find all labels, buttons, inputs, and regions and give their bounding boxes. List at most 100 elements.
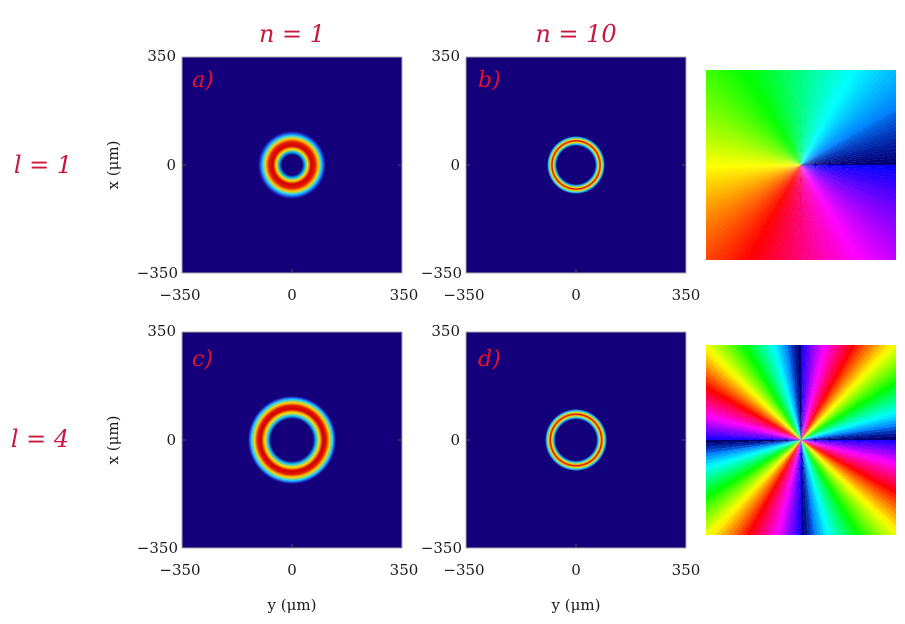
phase-wedge <box>784 440 801 535</box>
phase-wedge <box>801 345 866 440</box>
panel-c-ring <box>248 396 336 484</box>
phase-wedge <box>706 141 801 165</box>
phase-wedge <box>706 134 801 165</box>
tick-c-x-min: −350 <box>159 561 200 579</box>
panel-d-letter: d) <box>478 347 501 372</box>
phase-wedge <box>801 165 896 230</box>
phase-wedge <box>706 151 801 165</box>
phase-wedge <box>801 70 852 165</box>
phase-wedge <box>750 165 801 260</box>
phase-wedge <box>801 345 840 440</box>
phase-wedge <box>715 440 801 535</box>
phase-wedge <box>791 165 801 260</box>
tick-c-y-mid: 0 <box>166 431 176 449</box>
phase-wedge <box>801 345 811 440</box>
phase-wedge <box>801 70 822 165</box>
phase-wedge <box>706 118 801 165</box>
row-header-l1: l = 1 <box>14 151 72 179</box>
phase-wedge <box>801 70 887 165</box>
phase-wedge <box>758 440 801 535</box>
phase-wedge <box>706 433 801 440</box>
phase-wedge <box>801 164 896 169</box>
column-header-n1: n = 1 <box>259 20 325 48</box>
phase-wedge <box>801 165 896 251</box>
phase-wedge <box>731 440 801 535</box>
phase-wedge <box>706 436 801 441</box>
tick-a-y-min: −350 <box>137 264 178 282</box>
phase-wedge <box>801 440 896 464</box>
phase-wedge <box>801 440 896 495</box>
phase-wedge <box>801 165 896 257</box>
phase-map-l1 <box>706 70 896 260</box>
phase-wedge <box>706 105 801 165</box>
tick-b-y-mid: 0 <box>450 156 460 174</box>
phase-wedge <box>706 354 801 440</box>
phase-wedge <box>715 165 801 260</box>
phase-wedge <box>801 345 825 440</box>
tick-d-x-max: 350 <box>672 561 701 579</box>
phase-wedge <box>801 70 866 165</box>
phase-wedge <box>801 345 848 440</box>
phase-wedge <box>770 165 801 260</box>
phase-wedge <box>801 70 856 165</box>
phase-wedge <box>706 401 801 440</box>
tick-b-x-mid: 0 <box>571 286 581 304</box>
phase-map-l4 <box>706 345 896 535</box>
phase-wedge <box>801 165 896 196</box>
phase-wedge <box>801 70 836 165</box>
column-header-n10: n = 10 <box>535 20 616 48</box>
tick-d-x-min: −350 <box>443 561 484 579</box>
phase-wedge <box>762 440 801 535</box>
row-header-l4: l = 4 <box>11 425 69 453</box>
phase-wedge <box>706 345 801 440</box>
phase-wedge <box>736 165 801 260</box>
phase-wedge <box>801 165 896 220</box>
tick-d-y-max: 350 <box>431 322 460 340</box>
panel-d-ring <box>545 409 607 471</box>
phase-wedge <box>801 345 856 440</box>
phase-wedge <box>801 440 896 457</box>
phase-wedge <box>750 440 801 535</box>
phase-wedge <box>801 440 896 535</box>
phase-wedge <box>801 165 896 204</box>
tick-b-y-max: 350 <box>431 47 460 65</box>
phase-wedge <box>706 393 801 440</box>
phase-wedge <box>766 165 801 260</box>
x-axis-label-right: y (μm) <box>551 596 601 614</box>
phase-wedge <box>801 70 896 165</box>
phase-wedge <box>731 165 801 260</box>
phase-wedge <box>800 70 805 165</box>
phase-wedge <box>780 165 801 260</box>
phase-wedge <box>706 360 801 440</box>
phase-wedge <box>791 440 801 535</box>
phase-wedge <box>801 165 896 189</box>
phase-wedge <box>706 423 801 440</box>
phase-wedge <box>706 100 801 165</box>
panel-a-ring <box>258 131 326 199</box>
phase-wedge <box>773 440 801 535</box>
phase-wedge <box>721 440 801 535</box>
phase-wedge <box>706 126 801 165</box>
phase-wedge <box>801 70 808 165</box>
phase-wedge <box>801 345 887 440</box>
phase-wedge <box>801 345 871 440</box>
phase-wedge <box>801 345 808 440</box>
phase-wedge <box>801 345 844 440</box>
phase-wedge <box>801 440 896 532</box>
phase-wedge <box>741 440 801 535</box>
phase-wedge <box>801 165 896 245</box>
phase-wedge <box>801 440 896 454</box>
phase-wedge <box>800 345 805 440</box>
phase-wedge <box>706 385 801 440</box>
phase-wedge <box>801 440 896 461</box>
phase-wedge <box>746 440 801 535</box>
tick-a-x-min: −350 <box>159 286 200 304</box>
phase-wedge <box>706 375 801 440</box>
panel-b: b) <box>465 56 687 274</box>
phase-wedge <box>706 348 801 440</box>
phase-wedge <box>706 165 801 260</box>
phase-wedge <box>754 440 801 535</box>
phase-wedge <box>801 440 896 500</box>
phase-wedge <box>770 440 801 535</box>
phase-wedge <box>780 440 801 535</box>
